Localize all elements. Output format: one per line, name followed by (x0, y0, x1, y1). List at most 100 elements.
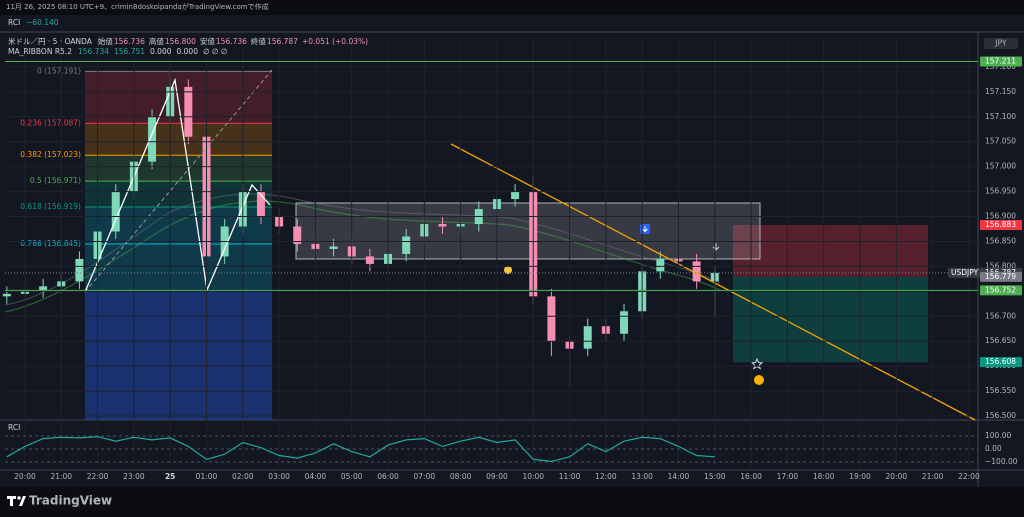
y-tick-label: 156.850 (985, 236, 1016, 245)
candle-body (511, 191, 520, 200)
candle-body (438, 224, 447, 227)
arrow-icon (642, 226, 648, 233)
y-tick-label: 156.650 (985, 336, 1016, 345)
x-tick-label: 02:00 (232, 472, 254, 481)
indicator-title: RCI (8, 18, 20, 27)
x-tick-label: 01:00 (196, 472, 218, 481)
fib-label: 0.618 (156.919) (20, 202, 81, 211)
y-tick-label: 157.050 (985, 137, 1016, 146)
fib-label: 0.382 (157.023) (20, 150, 81, 159)
candle-body (111, 191, 120, 232)
y-tick-label: 156.900 (985, 212, 1016, 221)
fib-label: 0.5 (156.971) (30, 176, 81, 185)
rci-line (6, 435, 715, 463)
hand-icon (504, 266, 512, 274)
price-tag (980, 357, 1022, 368)
change: +0.051 (+0.03%) (302, 37, 368, 46)
ma-ribbon (4, 193, 721, 306)
x-tick-label: 17:00 (777, 472, 799, 481)
y-tick-label: 157.150 (985, 87, 1016, 96)
field-value: 156.736 (114, 37, 145, 46)
arrow-icon (712, 243, 720, 251)
price-tag (980, 271, 1022, 282)
candle-body (620, 311, 629, 334)
x-tick-label: 25 (165, 472, 175, 481)
pane-title: RCI (8, 423, 20, 432)
x-tick-label: 19:00 (849, 472, 871, 481)
y-tick-label: 157.000 (985, 162, 1016, 171)
x-tick-label: 09:00 (486, 472, 508, 481)
y-tick-label: 156.950 (985, 187, 1016, 196)
candle-body (148, 116, 157, 162)
indicator-value: −60.140 (26, 18, 59, 27)
logo-shape (19, 496, 26, 506)
dashed-line (84, 69, 273, 293)
legend: 米ドル／円 · 5 · OANDA 始値 156.736 高値 156.800 安値 156… (8, 36, 368, 56)
candle-body (329, 246, 338, 249)
fib-label: 0 (157.191) (37, 66, 81, 75)
rci-tick-label: 0.00 (985, 444, 1002, 453)
candle-body (656, 258, 665, 272)
indicator-value: 0.000 (177, 47, 199, 56)
candle-body (547, 296, 556, 342)
candle-body (293, 226, 302, 244)
indicator-value: 156.751 (114, 47, 145, 56)
x-tick-label: 14:00 (668, 472, 690, 481)
field-name: 安値 (200, 36, 215, 46)
field-name: 高値 (149, 36, 164, 46)
axes: 156.500156.550156.600156.650156.700156.7… (5, 38, 1022, 481)
price-tag-label: 156.779 (985, 272, 1016, 281)
x-tick-label: 08:00 (450, 472, 472, 481)
logo-shape (10, 496, 13, 506)
fib-label: 0.236 (157.087) (20, 118, 81, 127)
x-tick-label: 16:00 (740, 472, 762, 481)
price-tag (980, 220, 1022, 231)
field-value: 156.787 (267, 37, 298, 46)
symbol: 米ドル／円 · 5 · OANDA (8, 36, 93, 46)
indicator-value: ∅ ∅ ∅ (203, 47, 227, 56)
brand: TradingView (29, 494, 112, 508)
y-tick-label: 156.550 (985, 386, 1016, 395)
fib-label: 0.786 (156.845) (20, 239, 81, 248)
currency: JPY (994, 39, 1007, 48)
candle-body (365, 256, 374, 264)
candle-body (184, 86, 193, 137)
x-tick-label: 11:00 (559, 472, 581, 481)
x-tick-label: 15:00 (704, 472, 726, 481)
candle-body (692, 261, 701, 282)
price-tag-label: 156.752 (985, 285, 1016, 294)
field-value: 156.736 (216, 37, 247, 46)
x-tick-label: 13:00 (631, 472, 653, 481)
candle-body (402, 236, 411, 254)
price-tag (980, 56, 1022, 67)
y-tick-label: 156.500 (985, 411, 1016, 420)
x-tick-label: 05:00 (341, 472, 363, 481)
fib-band (85, 123, 272, 156)
x-tick-label: 07:00 (414, 472, 436, 481)
smiley-icon (754, 375, 764, 385)
x-tick-label: 12:00 (595, 472, 617, 481)
candle-body (75, 258, 84, 282)
x-tick-label: 06:00 (377, 472, 399, 481)
indicator-value: 156.734 (78, 47, 109, 56)
fib-band (85, 71, 272, 124)
y-tick-label: 156.700 (985, 311, 1016, 320)
candle-body (583, 326, 592, 349)
stop-zone (733, 225, 928, 277)
rci-tick-label: 100.00 (985, 431, 1011, 440)
x-tick-label: 21:00 (922, 472, 944, 481)
rectangle-drawing (295, 202, 761, 260)
fib-retracement: 0 (157.191) 0.236 (157.087) 0.382 (157.023… (20, 66, 272, 420)
x-tick-label: 04:00 (305, 472, 327, 481)
caption: 11月 26, 2025 08:10 UTC+9、crimin8doskoipa… (6, 2, 269, 11)
y-tick-label: 157.100 (985, 112, 1016, 121)
x-tick-label: 22:00 (958, 472, 980, 481)
price-tag-label: 156.883 (985, 220, 1016, 229)
x-tick-label: 23:00 (123, 472, 145, 481)
field-name: 始値 (98, 36, 113, 46)
price-tag (980, 285, 1022, 296)
x-tick-label: 03:00 (268, 472, 290, 481)
rci-tick-label: −100.00 (985, 457, 1018, 466)
fib-band (85, 155, 272, 182)
